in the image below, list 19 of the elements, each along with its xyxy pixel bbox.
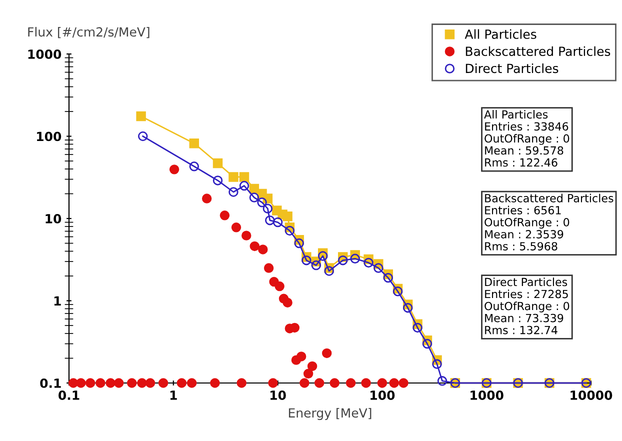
annotation: All Particles Entries : 33846 OutOfRange : 0 Mean : 59.578 Rms : 122.46 (484, 110, 570, 167)
annotation: Direct Particles Entries : 27285 OutOfRange : 0 Mean : 73.339 Rms : 132.74 (484, 278, 570, 334)
x-tick-label: 100 (370, 390, 395, 400)
x-tick-label: 1000 (470, 390, 504, 400)
y-tick-label: 10 (46, 214, 62, 224)
y-tick-label: 1 (54, 296, 61, 306)
y-tick-label: 100 (37, 132, 62, 142)
x-axis-title: Energy [MeV] (288, 408, 372, 420)
y-tick-label: 1000 (28, 49, 62, 59)
x-tick-label: 1 (170, 390, 177, 400)
legend-label: Direct Particles (466, 63, 558, 74)
legend-label: Backscattered Particles (466, 46, 610, 56)
annotation: Backscattered Particles Entries : 6561 OutOfRange : 0 Mean : 2.3539 Rms : 5.5968 (484, 194, 614, 250)
x-tick-label: 10000 (570, 390, 612, 400)
x-tick-label: 10 (270, 390, 286, 400)
y-axis-title: Flux [#/cm2/s/MeV] (28, 26, 150, 38)
legend-label: All Particles (464, 29, 536, 39)
y-tick-label: 0.1 (40, 378, 61, 388)
x-tick-label: 0.1 (58, 390, 80, 400)
